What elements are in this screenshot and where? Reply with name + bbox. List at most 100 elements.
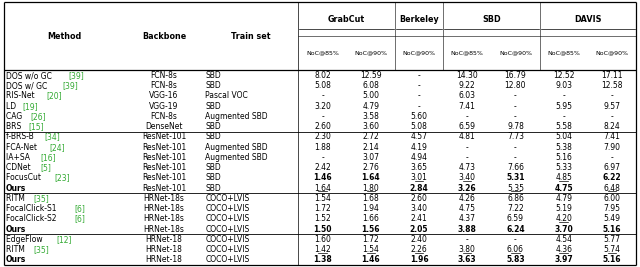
Text: 5.83: 5.83 [506,255,525,264]
Text: RITM: RITM [6,245,28,254]
Text: [26]: [26] [30,112,45,121]
Text: COCO+LVIS: COCO+LVIS [205,245,250,254]
Text: ResNet-101: ResNet-101 [142,153,186,162]
Text: -: - [514,153,517,162]
Text: 2.30: 2.30 [314,132,331,142]
Text: Train set: Train set [231,32,271,41]
Text: HRNet-18: HRNet-18 [145,245,182,254]
Text: -: - [466,153,468,162]
Text: [6]: [6] [74,204,85,213]
Text: 5.16: 5.16 [603,255,621,264]
Text: 12.58: 12.58 [601,81,623,90]
Text: 1.42: 1.42 [314,245,331,254]
Text: [39]: [39] [62,81,78,90]
Text: [35]: [35] [33,245,49,254]
Text: -: - [418,71,420,80]
Text: 5.58: 5.58 [556,122,572,131]
Text: 6.22: 6.22 [603,174,621,182]
Text: 1.94: 1.94 [362,204,380,213]
Text: -: - [418,81,420,90]
Text: NoC@85%: NoC@85% [306,51,339,56]
Text: 2.40: 2.40 [410,235,428,244]
Text: COCO+LVIS: COCO+LVIS [205,235,250,244]
Text: 6.24: 6.24 [506,225,525,234]
Text: SBD: SBD [205,174,221,182]
Text: 1.72: 1.72 [314,204,331,213]
Text: 6.00: 6.00 [604,194,620,203]
Text: 5.16: 5.16 [556,153,572,162]
Text: FocusCut: FocusCut [6,174,44,182]
Text: VGG-16: VGG-16 [149,92,179,100]
Text: 7.73: 7.73 [507,132,524,142]
Text: -: - [466,235,468,244]
Text: 12.52: 12.52 [553,71,575,80]
Text: 6.97: 6.97 [604,163,620,172]
Text: 1.68: 1.68 [362,194,379,203]
Text: HRNet-18s: HRNet-18s [143,204,184,213]
Text: 4.85: 4.85 [556,174,572,182]
Text: [19]: [19] [22,102,38,111]
Text: Augmented SBD: Augmented SBD [205,143,268,152]
Text: HRNet-18: HRNet-18 [145,255,182,264]
Text: COCO+LVIS: COCO+LVIS [205,255,250,264]
Text: FCN-8s: FCN-8s [150,71,177,80]
Text: 3.63: 3.63 [458,255,477,264]
Text: NoC@90%: NoC@90% [499,51,532,56]
Text: -: - [321,153,324,162]
Text: ResNet-101: ResNet-101 [142,132,186,142]
Text: NoC@85%: NoC@85% [547,51,580,56]
Text: GrabCut: GrabCut [328,15,365,23]
Text: -: - [418,92,420,100]
Text: DenseNet: DenseNet [145,122,182,131]
Text: 1.54: 1.54 [362,245,380,254]
Text: HRNet-18s: HRNet-18s [143,225,184,234]
Text: Augmented SBD: Augmented SBD [205,112,268,121]
Text: NoC@90%: NoC@90% [355,51,387,56]
Text: 4.20: 4.20 [556,214,572,223]
Text: SBD: SBD [205,132,221,142]
Text: Method: Method [47,32,81,41]
Text: -: - [514,235,517,244]
Text: 9.22: 9.22 [459,81,476,90]
Text: 1.52: 1.52 [314,214,331,223]
Text: -: - [611,112,613,121]
Text: 1.72: 1.72 [362,235,379,244]
Text: [34]: [34] [45,132,61,142]
Text: 9.57: 9.57 [604,102,620,111]
Text: 4.94: 4.94 [410,153,428,162]
Text: 4.19: 4.19 [410,143,428,152]
Text: ResNet-101: ResNet-101 [142,163,186,172]
Text: 2.14: 2.14 [362,143,379,152]
Text: SBD: SBD [482,15,500,23]
Text: 3.80: 3.80 [459,245,476,254]
Text: 3.26: 3.26 [458,184,477,193]
Text: Backbone: Backbone [142,32,186,41]
Text: COCO+LVIS: COCO+LVIS [205,204,250,213]
Text: 6.03: 6.03 [459,92,476,100]
Text: [20]: [20] [46,92,61,100]
Text: 6.48: 6.48 [604,184,620,193]
Text: -: - [466,143,468,152]
Text: CDNet: CDNet [6,163,33,172]
Text: 4.26: 4.26 [459,194,476,203]
Text: 4.79: 4.79 [362,102,380,111]
Text: FCN-8s: FCN-8s [150,81,177,90]
Text: 5.31: 5.31 [506,174,525,182]
Text: 3.97: 3.97 [554,255,573,264]
Text: 3.40: 3.40 [410,204,428,213]
Text: [16]: [16] [40,153,56,162]
Text: 8.02: 8.02 [314,71,331,80]
Text: -: - [611,92,613,100]
Text: -: - [321,112,324,121]
Text: BRS: BRS [6,122,24,131]
Text: [24]: [24] [49,143,65,152]
Text: Pascal VOC: Pascal VOC [205,92,248,100]
Text: 3.01: 3.01 [410,174,428,182]
Text: 1.80: 1.80 [362,184,379,193]
Text: -: - [514,102,517,111]
Text: FCA-Net: FCA-Net [6,143,40,152]
Text: 9.78: 9.78 [507,122,524,131]
Text: -: - [563,92,565,100]
Text: Ours: Ours [6,225,26,234]
Text: 8.24: 8.24 [604,122,620,131]
